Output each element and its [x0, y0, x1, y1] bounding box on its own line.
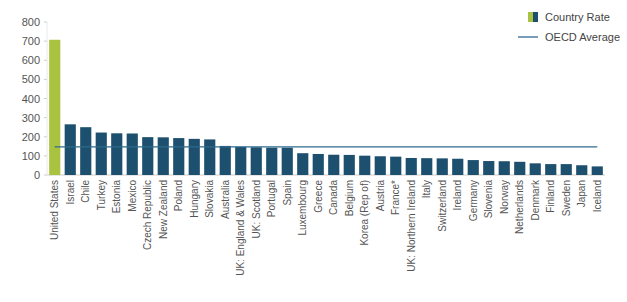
x-tick-label: Mexico — [127, 180, 138, 212]
x-tick-label: UK: England & Wales — [235, 180, 246, 276]
bar — [483, 161, 494, 175]
bar — [561, 164, 572, 175]
y-tick-label: 800 — [22, 16, 40, 28]
x-tick-label: Portugal — [266, 180, 277, 217]
bar — [437, 158, 448, 175]
bar — [96, 133, 107, 175]
x-tick-label: Japan — [576, 180, 587, 207]
x-tick-label: Slovenia — [483, 180, 494, 219]
bar — [220, 146, 231, 175]
bar — [204, 139, 215, 175]
bar — [127, 133, 138, 175]
bar — [173, 138, 184, 175]
bar — [499, 161, 510, 175]
x-tick-label: Ireland — [452, 180, 463, 211]
x-tick-label: Chile — [80, 180, 91, 203]
bar — [65, 124, 76, 175]
x-tick-label: Australia — [220, 180, 231, 219]
bar — [514, 162, 525, 175]
y-tick-label: 500 — [22, 73, 40, 85]
x-tick-label: Netherlands — [514, 180, 525, 234]
y-tick-label: 200 — [22, 131, 40, 143]
x-tick-label: Canada — [328, 180, 339, 215]
legend-swatch — [533, 12, 538, 22]
y-tick-label: 100 — [22, 150, 40, 162]
x-tick-label: United States — [49, 180, 60, 240]
bar — [344, 155, 355, 175]
x-tick-label: Italy — [421, 180, 432, 198]
x-tick-label: Finland — [545, 180, 556, 213]
x-tick-label: UK: Scotland — [251, 180, 262, 238]
bar — [111, 133, 122, 175]
bar — [282, 148, 293, 175]
x-tick-label: Estonia — [111, 180, 122, 214]
y-tick-label: 700 — [22, 35, 40, 47]
bar — [530, 163, 541, 175]
bar — [592, 166, 603, 175]
bar — [375, 156, 386, 175]
y-tick-label: 300 — [22, 112, 40, 124]
chart-container: 0 100 200 300 400 500 600 700 800 United States Is… — [0, 0, 627, 302]
legend-line — [518, 36, 538, 37]
x-tick-label: Luxembourg — [297, 180, 308, 236]
x-tick-label: Germany — [468, 180, 479, 221]
bar — [328, 155, 339, 175]
plot-area — [49, 40, 603, 175]
bar — [142, 137, 153, 175]
bar — [545, 164, 556, 175]
average-line — [55, 146, 598, 147]
x-tick-label: Korea (Rep of) — [359, 180, 370, 246]
x-tick-label: Norway — [499, 180, 510, 214]
x-tick-label: Sweden — [561, 180, 572, 216]
x-tick-label: UK: Northern Ireland — [406, 180, 417, 272]
legend-swatch — [528, 12, 533, 22]
bar — [189, 139, 200, 175]
x-tick-label: Spain — [282, 180, 293, 206]
chart-svg: 0 100 200 300 400 500 600 700 800 United States Is… — [0, 0, 627, 302]
legend-label: OECD Average — [545, 31, 620, 43]
bar — [452, 159, 463, 175]
x-tick-label: Switzerland — [437, 180, 448, 232]
x-tick-label: Poland — [173, 180, 184, 211]
bar — [158, 137, 169, 175]
bar — [406, 158, 417, 175]
x-tick-label: Turkey — [96, 180, 107, 210]
bar — [251, 147, 262, 175]
x-tick-label: Austria — [375, 180, 386, 212]
x-tick-label: Slovakia — [204, 180, 215, 218]
bar — [576, 165, 587, 175]
x-tick-label: Greece — [313, 180, 324, 213]
y-tick-label: 600 — [22, 54, 40, 66]
x-tick-label: Belgium — [344, 180, 355, 216]
bar — [359, 156, 370, 175]
legend-label: Country Rate — [545, 11, 610, 23]
bar — [468, 160, 479, 175]
bar — [390, 157, 401, 175]
y-tick-label: 0 — [34, 169, 40, 181]
y-tick-label: 400 — [22, 93, 40, 105]
x-tick-label: Czech Republic — [142, 180, 153, 250]
bar — [49, 40, 60, 175]
bar — [266, 148, 277, 175]
bar — [80, 127, 91, 175]
bar — [235, 147, 246, 175]
x-tick-label: Denmark — [530, 179, 541, 221]
y-axis — [47, 22, 48, 175]
x-tick-label: New Zealand — [158, 180, 169, 239]
x-tick-label: Hungary — [189, 180, 200, 218]
bar — [297, 153, 308, 175]
x-tick-label: Israel — [65, 180, 76, 204]
bar — [313, 154, 324, 175]
bar — [421, 158, 432, 175]
x-tick-label: Iceland — [592, 180, 603, 212]
x-tick-label: France* — [390, 180, 401, 215]
